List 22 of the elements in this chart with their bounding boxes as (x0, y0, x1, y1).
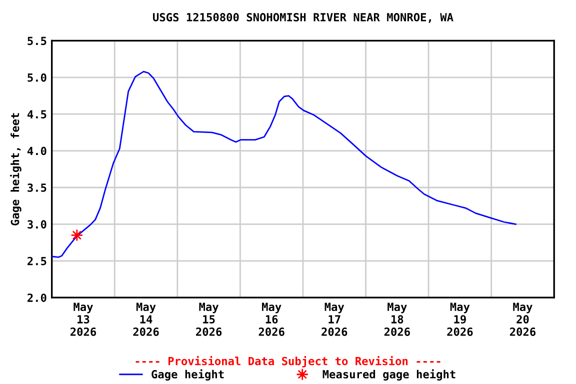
x-tick-label: May 18 2026 (384, 302, 410, 336)
y-tick-label: 4.0 (27, 146, 46, 156)
line-series (52, 70, 516, 258)
x-tick-label: May 16 2026 (258, 302, 284, 336)
y-axis-title: Gage height, feet (10, 113, 22, 226)
y-tick-label: 5.5 (28, 36, 46, 46)
chart-title: USGS 12150800 SNOHOMISH RIVER NEAR MONROE, WA (153, 13, 454, 23)
legend-label: Gage height (152, 369, 224, 381)
x-tick-label: May 17 2026 (322, 302, 348, 336)
text: ---- Provisional Data Subject to Revision ---- (136, 356, 440, 368)
y-tick-label: 2.5 (28, 256, 46, 266)
x-tick-label: May 14 2026 (133, 302, 159, 336)
legend-label: Measured gage height (322, 369, 456, 381)
x-tick-label: May 15 2026 (196, 302, 222, 336)
y-tick-label: 5.0 (28, 73, 46, 82)
y-tick-label: 3.5 (28, 183, 46, 192)
x-tick-label: May 19 2026 (447, 302, 473, 336)
y-tick-label: 3.0 (28, 220, 46, 229)
y-tick-label: 4.5 (27, 110, 46, 118)
x-tick-label: May 13 2026 (70, 302, 96, 336)
x-tick-label: May 20 2026 (510, 302, 536, 336)
y-tick-label: 2.0 (28, 294, 46, 302)
